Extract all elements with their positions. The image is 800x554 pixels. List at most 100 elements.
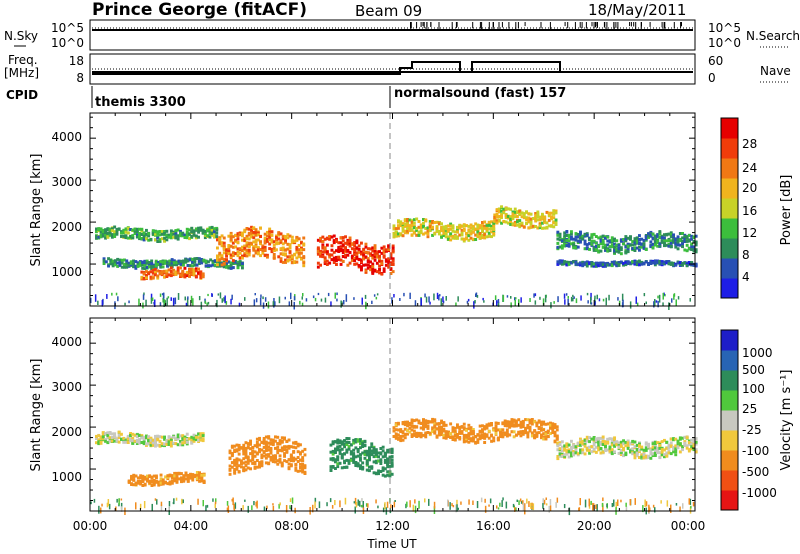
power-cell [131, 228, 135, 232]
power-cell [633, 249, 637, 252]
power-cell [449, 238, 453, 242]
velocity-cell [590, 437, 594, 441]
power-cell [399, 220, 403, 224]
power-cell [218, 264, 222, 267]
velocity-cell [390, 504, 392, 509]
power-cell [626, 250, 630, 254]
velocity-cell [143, 482, 147, 486]
power-cell [451, 235, 455, 238]
velocity-cell [170, 476, 174, 480]
velocity-cell [613, 450, 616, 454]
velocity-cell [336, 445, 340, 449]
velocity-cell [592, 447, 596, 451]
power-cell [513, 222, 517, 226]
velocity-cell [117, 430, 121, 434]
velocity-cell [157, 480, 161, 484]
velocity-cell [399, 437, 403, 440]
velocity-cell [462, 422, 466, 426]
velocity-cell [660, 450, 664, 454]
power-cell [576, 233, 580, 236]
power-cell [319, 263, 322, 267]
power-cell [653, 241, 657, 245]
velocity-cell [414, 499, 416, 504]
velocity-cell [519, 431, 523, 435]
velocity-cell [406, 428, 409, 432]
power-cell [672, 240, 675, 244]
power-cell [360, 266, 363, 270]
power-cell [541, 217, 544, 221]
power-cell [364, 250, 368, 254]
power-cell [268, 247, 272, 251]
velocity-cell [660, 500, 662, 504]
power-cell [281, 246, 285, 250]
power-y-tick-2000: 2000 [51, 220, 82, 234]
power-cell [619, 246, 623, 250]
velocity-cell [535, 434, 539, 438]
velocity-cell [540, 436, 543, 440]
velocity-cell [99, 440, 103, 444]
velocity-cell [451, 438, 455, 441]
power-cell [647, 234, 650, 238]
velocity-cell [143, 475, 147, 479]
power-cell [140, 237, 144, 240]
power-cell [436, 292, 439, 299]
velocity-cell [622, 439, 625, 443]
power-cell [606, 248, 610, 252]
velocity-cell [377, 505, 379, 509]
power-cell [667, 239, 671, 243]
velocity-cell [161, 480, 165, 484]
velocity-cell [352, 441, 356, 445]
velocity-cell [694, 440, 698, 444]
velocity-cell [356, 448, 360, 451]
velocity-cell [175, 477, 179, 481]
power-cell [687, 261, 691, 264]
power-cell [261, 246, 265, 250]
power-cell [275, 241, 278, 245]
velocity-cell [403, 427, 407, 431]
power-cell [328, 253, 332, 257]
velocity-cell [505, 501, 508, 509]
power-cell [125, 262, 129, 266]
power-cell [469, 226, 473, 230]
power-cell [478, 226, 482, 230]
velocity-cell [645, 501, 648, 507]
power-cell [558, 245, 562, 249]
velocity-cell [653, 449, 657, 453]
power-cell [669, 239, 673, 243]
velocity-cell [156, 443, 160, 447]
power-cell [387, 257, 391, 261]
velocity-cell [545, 497, 547, 500]
velocity-cell [280, 461, 284, 465]
freq-label-line1: Freq. [8, 53, 38, 67]
velocity-cell [189, 472, 192, 476]
power-cell [120, 258, 124, 262]
power-cell [490, 227, 493, 230]
velocity-cell [258, 438, 261, 442]
power-cell [599, 249, 603, 253]
velocity-cell [653, 454, 657, 457]
power-cell [350, 247, 354, 251]
power-cell [500, 205, 503, 209]
power-cell [220, 257, 224, 260]
power-cell [462, 227, 466, 231]
velocity-cell [151, 441, 155, 445]
power-cell [275, 235, 278, 239]
power-cell [108, 233, 112, 237]
power-cell [558, 238, 562, 242]
power-cell [397, 224, 400, 228]
velocity-cell [642, 452, 646, 456]
velocity-cell [381, 445, 385, 449]
power-cell [516, 220, 519, 224]
velocity-cell [255, 441, 259, 444]
velocity-cell [271, 443, 275, 447]
power-cell [312, 295, 315, 299]
velocity-cell [249, 459, 252, 463]
velocity-cell [379, 470, 383, 473]
power-cell [163, 292, 165, 299]
power-cell [117, 296, 119, 302]
power-cell [175, 263, 179, 267]
power-cell [391, 257, 395, 261]
power-cell [175, 261, 179, 265]
power-cell [319, 239, 322, 243]
velocity-cell [433, 430, 437, 434]
